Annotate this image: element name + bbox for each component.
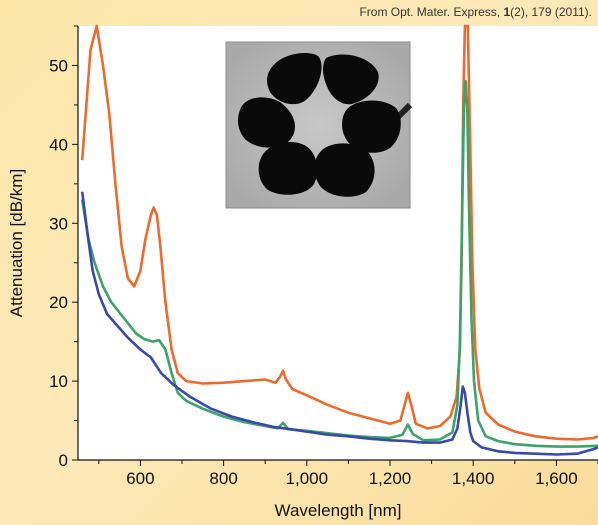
x-tick-label: 600 [126,469,154,488]
credit-prefix: From Opt. Mater. Express, [359,5,504,19]
series-line-2 [80,79,598,448]
y-tick-label: 40 [49,135,68,154]
x-axis-label: Wavelength [nm] [275,501,402,520]
y-axis-label: Attenuation [dB/km] [7,169,26,317]
inset-hole-bottom-left [258,141,318,195]
x-tick-label: 1,000 [286,469,329,488]
inset-hole-bottom-right [314,143,375,197]
x-tick-label: 1,200 [369,469,412,488]
series-line-3 [80,191,598,456]
y-tick-label: 20 [49,293,68,312]
credit-volume: 1 [503,5,511,19]
series-line-1 [80,24,598,441]
fiber-cross-section-inset [225,41,413,209]
y-tick-label: 30 [49,214,68,233]
inset-hole-left [238,97,295,148]
x-tick-label: 1,600 [535,469,578,488]
x-tick-label: 1,400 [452,469,495,488]
y-tick-label: 50 [49,56,68,75]
inset-hole-top-left [267,52,322,105]
y-tick-label: 10 [49,372,68,391]
inset-hole-right [342,100,401,153]
source-credit: From Opt. Mater. Express, 1(2), 179 (201… [359,5,592,19]
axes-layer: 600 800 1,000 1,200 1,400 1,600 0 10 20 30 40 50 [49,25,598,488]
y-tick-label: 0 [59,451,68,470]
inset-hole-top-right [323,54,379,105]
credit-rest: (2), 179 (2011). [510,5,592,19]
x-tick-label: 800 [209,469,237,488]
series-layer [80,24,598,456]
